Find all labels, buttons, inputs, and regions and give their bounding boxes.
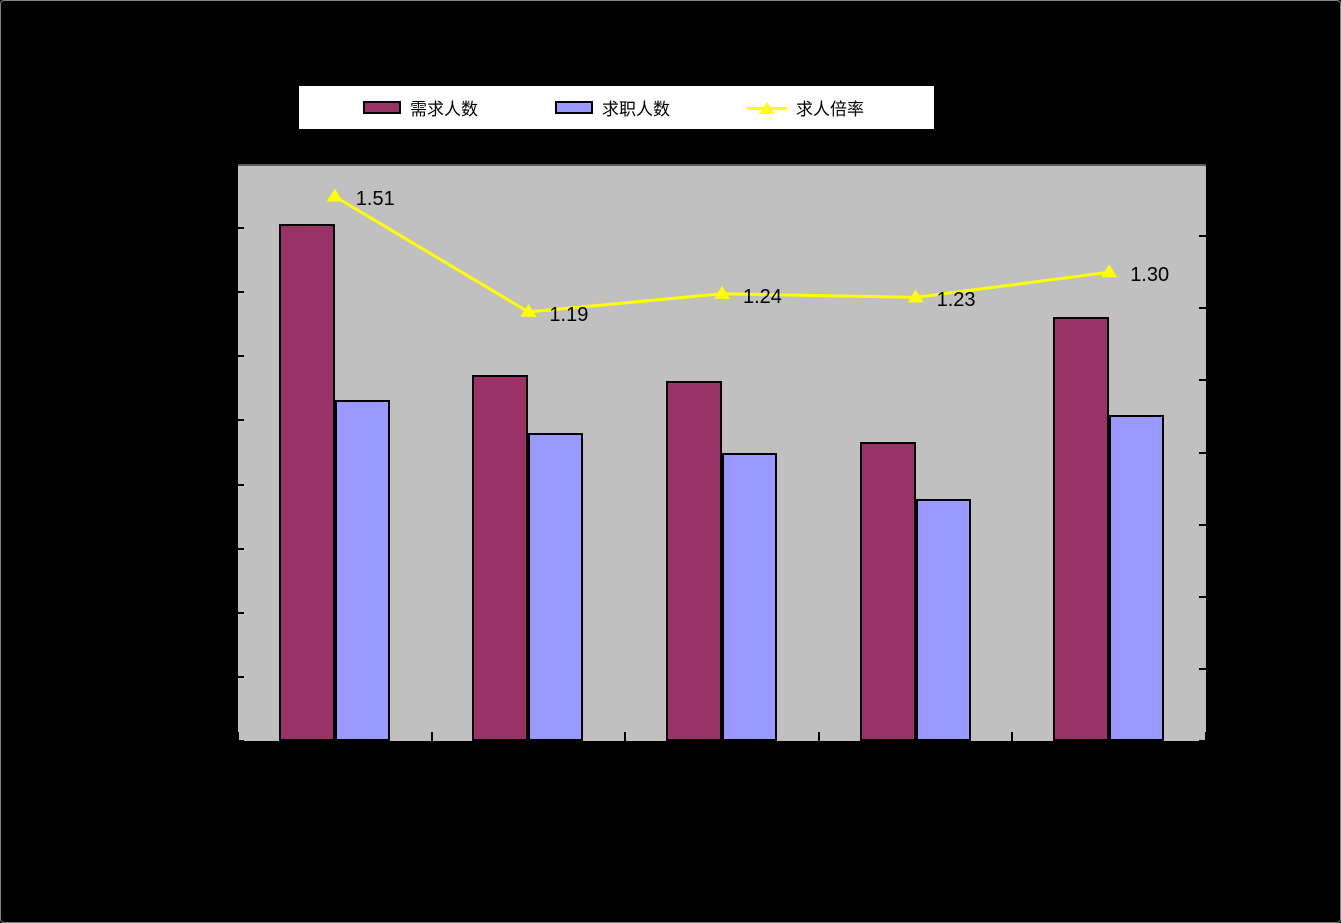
plot-area: 1.51 1.19 1.24 1.23 1.30 bbox=[237, 163, 1207, 742]
bar-demand-2 bbox=[472, 374, 529, 741]
legend-label-ratio: 求人倍率 bbox=[796, 100, 864, 119]
right-axis-tick bbox=[1199, 523, 1206, 526]
left-axis-tick bbox=[238, 675, 244, 678]
bar-demand-3 bbox=[666, 381, 722, 741]
right-axis-tick bbox=[1199, 235, 1206, 238]
legend-label-seekers: 求职人数 bbox=[602, 100, 670, 119]
left-axis-tick bbox=[238, 355, 244, 358]
x-axis-tick bbox=[624, 732, 627, 741]
right-axis-tick bbox=[1199, 740, 1206, 742]
legend-item-seekers: 求职人数 bbox=[555, 86, 670, 129]
ratio-data-label-3: 1.24 bbox=[743, 285, 782, 308]
demand-series-swatch-icon bbox=[363, 101, 401, 114]
legend-label-demand: 需求人数 bbox=[410, 100, 478, 119]
left-axis-tick bbox=[238, 419, 244, 422]
bar-seekers-3 bbox=[722, 452, 777, 741]
legend-item-demand: 需求人数 bbox=[363, 86, 478, 129]
x-axis-tick bbox=[1011, 732, 1014, 741]
legend-item-ratio: 求人倍率 bbox=[747, 86, 864, 129]
ratio-data-label-5: 1.30 bbox=[1130, 264, 1170, 287]
legend: 需求人数 求职人数 求人倍率 bbox=[299, 86, 934, 129]
ratio-data-label-1: 1.51 bbox=[355, 188, 395, 211]
bar-seekers-1 bbox=[334, 399, 390, 741]
ratio-legend-triangle-icon bbox=[759, 101, 775, 114]
x-axis-tick bbox=[237, 732, 239, 741]
left-axis-tick bbox=[238, 483, 244, 486]
left-axis-tick bbox=[238, 611, 244, 614]
left-axis-tick bbox=[238, 547, 244, 550]
left-axis-tick bbox=[238, 291, 244, 294]
right-axis-tick bbox=[1199, 307, 1206, 310]
bar-seekers-5 bbox=[1109, 414, 1165, 741]
ratio-marker-triangle-icon-5 bbox=[1101, 264, 1118, 278]
plot-top-border bbox=[238, 164, 1206, 166]
x-axis-tick bbox=[430, 732, 433, 741]
x-axis-tick bbox=[1205, 732, 1207, 741]
left-axis-tick bbox=[238, 227, 244, 230]
right-axis-tick bbox=[1199, 451, 1206, 454]
x-axis-tick bbox=[817, 732, 820, 741]
ratio-data-label-2: 1.19 bbox=[549, 303, 589, 326]
bar-demand-1 bbox=[278, 224, 335, 741]
ratio-line-marker-icon bbox=[747, 101, 787, 115]
ratio-marker-triangle-icon-2 bbox=[520, 303, 537, 317]
ratio-line-layer bbox=[326, 188, 1118, 317]
right-axis-tick bbox=[1199, 595, 1206, 598]
right-axis-tick bbox=[1199, 667, 1206, 670]
seekers-series-swatch-icon bbox=[555, 101, 593, 114]
ratio-marker-triangle-icon-4 bbox=[907, 289, 924, 303]
bar-seekers-2 bbox=[528, 433, 584, 741]
ratio-marker-triangle-icon-3 bbox=[714, 285, 730, 299]
left-axis-tick bbox=[238, 740, 244, 742]
bar-demand-4 bbox=[859, 442, 916, 741]
ratio-data-label-4: 1.23 bbox=[936, 289, 976, 312]
right-axis-tick bbox=[1199, 379, 1206, 382]
bar-seekers-4 bbox=[915, 498, 971, 741]
bar-demand-5 bbox=[1053, 317, 1110, 741]
ratio-marker-triangle-icon-1 bbox=[326, 188, 343, 202]
